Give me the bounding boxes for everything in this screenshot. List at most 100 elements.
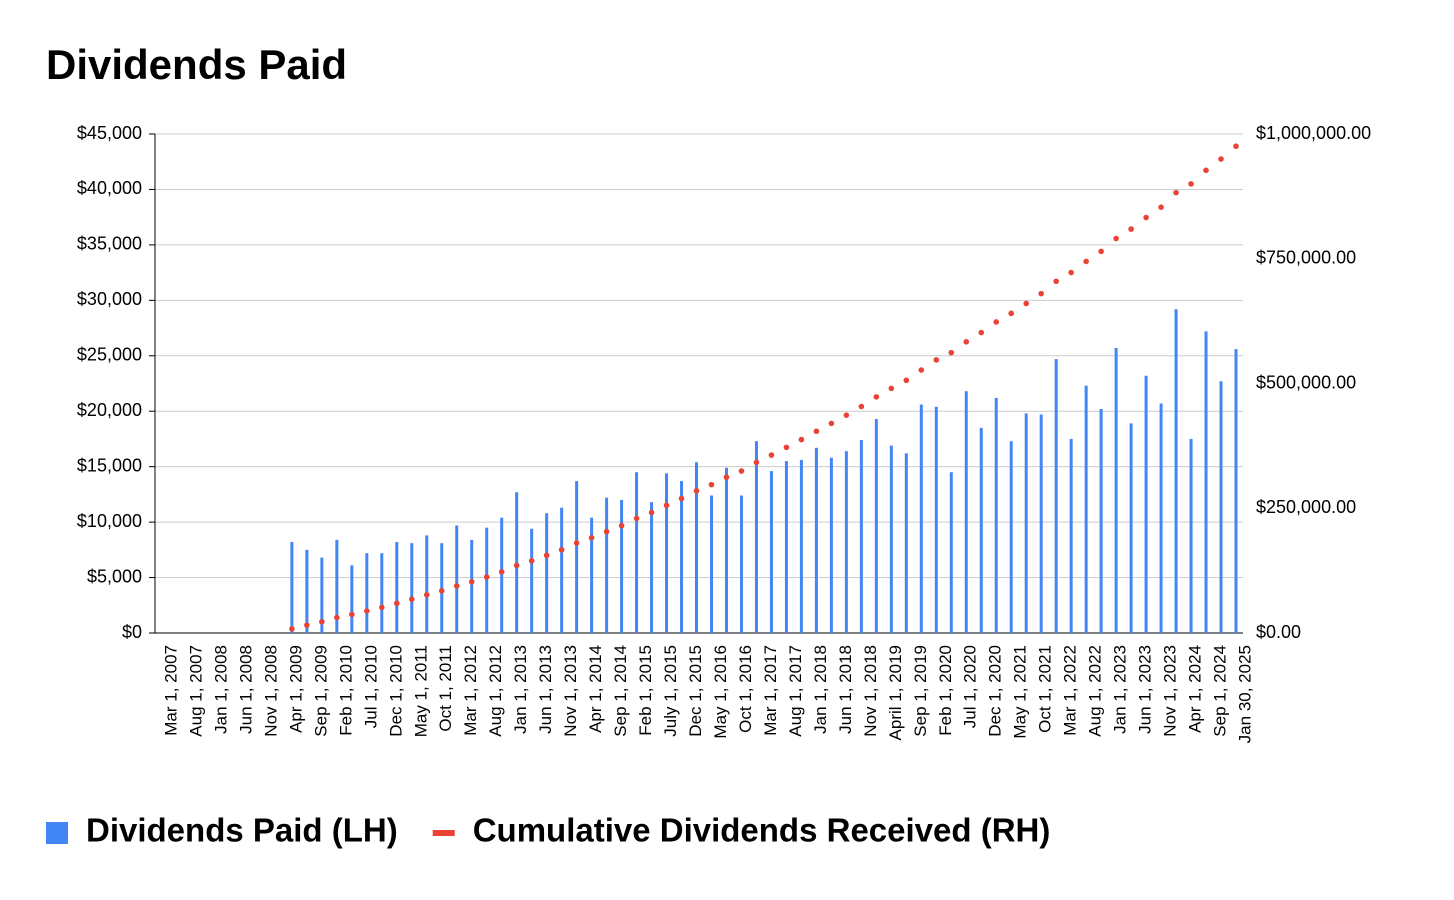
line-dot [843,412,850,418]
bar [769,471,773,633]
x-tick-label: Sep 1, 2009 [311,645,330,737]
line-dot [723,474,730,481]
x-tick-label: April 1, 2019 [886,645,905,740]
bar [380,553,384,633]
line-dot [1143,214,1149,221]
line-dot [738,468,745,474]
y-tick-label: $30,000 [77,289,142,309]
legend-swatch [432,830,455,836]
line-dot [948,349,955,356]
bar [964,391,968,633]
bar [470,539,474,633]
bar [1174,309,1178,633]
line-dot [1113,235,1119,242]
bar [485,527,489,633]
line-dot [304,622,310,628]
bar [575,481,579,633]
bar [665,473,669,633]
x-tick-label: Jul 1, 2020 [961,645,980,728]
x-tick-label: Jun 1, 2008 [236,645,255,734]
bar [590,517,594,633]
bar [515,492,519,633]
x-tick-label: Nov 1, 2023 [1161,645,1180,737]
y-tick-label: $40,000 [77,178,142,198]
bar [320,557,324,633]
x-tick-label: Nov 1, 2013 [561,645,580,737]
line-dot [1008,310,1015,317]
bar [934,406,938,633]
bar [1099,409,1103,633]
line-dot [1218,156,1224,162]
line-dot [423,592,430,598]
x-tick-label: Jul 1, 2010 [361,645,380,728]
bar [709,495,713,633]
line-dot [379,604,385,611]
line-dot [349,611,355,618]
x-tick-label: Dec 1, 2020 [986,645,1005,737]
x-tick-label: Feb 1, 2010 [336,645,355,736]
line-dot [1158,204,1164,211]
x-tick-label: Aug 1, 2022 [1086,645,1105,737]
bar [1219,381,1223,633]
line-dot [933,357,940,363]
bar [754,441,758,633]
bar [859,440,863,633]
bar [305,549,309,633]
line-dot [918,367,925,373]
x-tick-label: May 1, 2016 [711,645,730,739]
line-dot [334,614,340,621]
bar [739,495,743,633]
line-dot [543,552,550,559]
line-dot [528,557,535,564]
x-tick-label: Oct 1, 2021 [1036,645,1055,733]
bar [290,542,294,633]
line-dot [408,596,415,603]
line-dot [364,608,370,614]
line-dot [693,488,700,494]
y2-tick-label: $0.00 [1256,622,1301,642]
x-tick-label: Jun 1, 2013 [536,645,555,734]
x-tick-label: Jun 1, 2018 [836,645,855,734]
line-dot [993,319,1000,325]
x-tick-label: Jan 30, 2025 [1235,645,1254,743]
x-tick-label: Jun 1, 2023 [1136,645,1155,734]
line-dot [618,522,625,529]
line-dot [888,385,895,392]
line-dot [483,574,490,580]
bar [949,472,953,633]
line-dot [498,569,505,575]
x-tick-label: Aug 1, 2007 [186,645,205,737]
line-dot [513,562,520,569]
bar [635,472,639,633]
y-tick-label: $45,000 [77,123,142,143]
bar [560,507,564,633]
x-tick-label: Mar 1, 2012 [461,645,480,736]
x-tick-label: Mar 1, 2017 [761,645,780,736]
line-dot [588,534,595,541]
x-tick-label: Nov 1, 2008 [261,645,280,737]
bar [1129,423,1133,633]
x-tick-label: Oct 1, 2016 [736,645,755,733]
x-tick-label: May 1, 2011 [411,645,430,737]
line-dot [648,509,655,516]
x-tick-label: May 1, 2021 [1011,645,1030,739]
bar [1024,413,1028,633]
line-dot [289,626,295,632]
bar [844,451,848,633]
x-tick-label: Apr 1, 2009 [286,645,305,733]
x-tick-label: Apr 1, 2014 [586,645,605,733]
bar [1159,403,1163,633]
bar [1054,359,1058,633]
bar [395,542,399,633]
bar [994,397,998,633]
line-dot [663,502,670,509]
x-tick-label: Dec 1, 2015 [686,645,705,737]
bar [365,553,369,633]
x-tick-label: Sep 1, 2024 [1211,645,1230,737]
line-dot [768,452,775,458]
line-dot [438,587,445,594]
bar [1189,438,1193,633]
line-dot [1068,269,1074,276]
line-dot [813,428,820,435]
